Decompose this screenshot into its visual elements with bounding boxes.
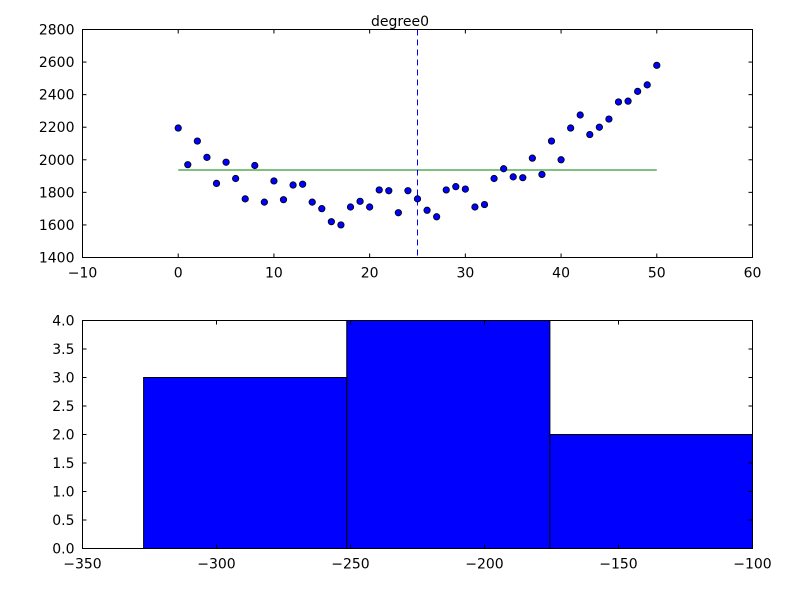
- x-tick-label: 50: [648, 266, 666, 282]
- scatter-point: [279, 196, 288, 204]
- scatter-point: [260, 198, 268, 206]
- scatter-point: [222, 158, 230, 166]
- histogram-bars: [143, 320, 754, 549]
- scatter-point: [471, 203, 479, 211]
- scatter-point: [538, 170, 546, 179]
- y-tick-label: 1400: [39, 251, 75, 267]
- scatter-point: [595, 123, 603, 131]
- scatter-point: [366, 203, 374, 211]
- y-tick-label: 1.0: [52, 485, 74, 501]
- scatter-point: [557, 156, 565, 164]
- y-tick-label: 2200: [39, 120, 75, 136]
- x-tick-label: −300: [197, 557, 235, 573]
- y-tick-label: 1800: [39, 185, 75, 201]
- y-tick-label: 0.5: [52, 513, 74, 529]
- scatter-point: [308, 198, 316, 206]
- y-tick-label: 2600: [39, 55, 75, 71]
- scatter-point: [547, 137, 556, 145]
- histogram-bar: [549, 434, 754, 549]
- scatter-point: [327, 218, 335, 226]
- scatter-point: [480, 200, 489, 209]
- x-tick-label: 0: [174, 266, 183, 282]
- x-tick-label: −100: [733, 557, 771, 573]
- plot-marks: [174, 29, 661, 258]
- y-tick-label: 3.0: [52, 371, 74, 387]
- x-tick-label: −250: [331, 557, 369, 573]
- y-tick-label: 0.0: [52, 542, 74, 558]
- scatter-point: [318, 205, 326, 213]
- scatter-plot: degree0 −10 0 10 20 30 40 50 60 1400 1600 1800 2000…: [39, 14, 762, 282]
- chart-title: degree0: [371, 14, 429, 30]
- x-tick-label: 10: [265, 266, 283, 282]
- scatter-point: [212, 179, 221, 187]
- x-tick-label: −350: [63, 557, 101, 573]
- scatter-point: [356, 197, 364, 205]
- scatter-point: [203, 153, 211, 161]
- scatter-point: [375, 186, 383, 194]
- y-tick-label: 2000: [39, 153, 75, 169]
- scatter-point: [423, 206, 431, 214]
- scatter-point: [624, 97, 632, 105]
- scatter-point: [509, 173, 517, 181]
- scatter-point: [576, 111, 584, 119]
- x-tick-label: −200: [465, 557, 503, 573]
- y-tick-label: 2800: [39, 23, 75, 39]
- y-tick-label: 2400: [39, 88, 75, 104]
- scatter-point: [337, 221, 345, 229]
- scatter-point: [385, 187, 393, 195]
- scatter-point: [232, 174, 240, 183]
- scatter-point: [404, 187, 412, 195]
- scatter-point: [433, 213, 441, 221]
- scatter-point: [251, 161, 259, 170]
- scatter-point: [567, 124, 575, 132]
- scatter-point: [643, 81, 651, 89]
- plot-frame: [82, 320, 753, 549]
- histogram-bar: [143, 377, 348, 549]
- scatter-point: [519, 174, 527, 182]
- x-tick-label: 20: [361, 266, 379, 282]
- scatter-point: [586, 130, 594, 139]
- scatter-point: [653, 61, 661, 69]
- y-tick-label: 4.0: [52, 314, 74, 330]
- y-tick-label: 2.0: [52, 428, 74, 444]
- y-tick-label: 2.5: [52, 399, 74, 415]
- histogram-plot: −350 −300 −250 −200 −150 −100 0.0 0.5 1.0 1.5 2.0 2…: [52, 314, 771, 573]
- histogram-bar: [346, 320, 551, 549]
- y-tick-label: 1600: [39, 218, 75, 234]
- scatter-point: [500, 165, 508, 173]
- scatter-point: [528, 154, 536, 162]
- scatter-point: [634, 87, 642, 95]
- scatter-point: [461, 185, 469, 193]
- scatter-point: [394, 209, 402, 217]
- scatter-point: [442, 186, 450, 194]
- scatter-point: [605, 115, 613, 123]
- x-tick-label: 60: [744, 266, 762, 282]
- scatter-point: [270, 177, 278, 185]
- y-tick-label: 3.5: [52, 342, 74, 358]
- scatter-point: [346, 203, 355, 211]
- x-tick-label: −10: [68, 266, 98, 282]
- axis-ticks: −10 0 10 20 30 40 50 60 1400 1600 1800 2000 2200 2400…: [39, 23, 762, 282]
- scatter-point: [289, 181, 297, 189]
- scatter-point: [241, 195, 249, 203]
- x-tick-label: 40: [552, 266, 570, 282]
- scatter-point: [299, 180, 307, 188]
- plot-frame: [82, 29, 753, 258]
- x-tick-label: 30: [456, 266, 474, 282]
- scatter-point: [490, 174, 498, 183]
- scatter-point: [174, 124, 182, 132]
- scatter-point: [452, 183, 460, 191]
- scatter-point: [184, 161, 192, 169]
- y-tick-label: 1.5: [52, 456, 74, 472]
- scatter-point: [614, 98, 623, 106]
- scatter-point: [413, 195, 422, 203]
- axis-ticks: −350 −300 −250 −200 −150 −100 0.0 0.5 1.0 1.5 2.0 2…: [52, 314, 771, 573]
- scatter-point: [193, 137, 201, 145]
- x-tick-label: −150: [599, 557, 637, 573]
